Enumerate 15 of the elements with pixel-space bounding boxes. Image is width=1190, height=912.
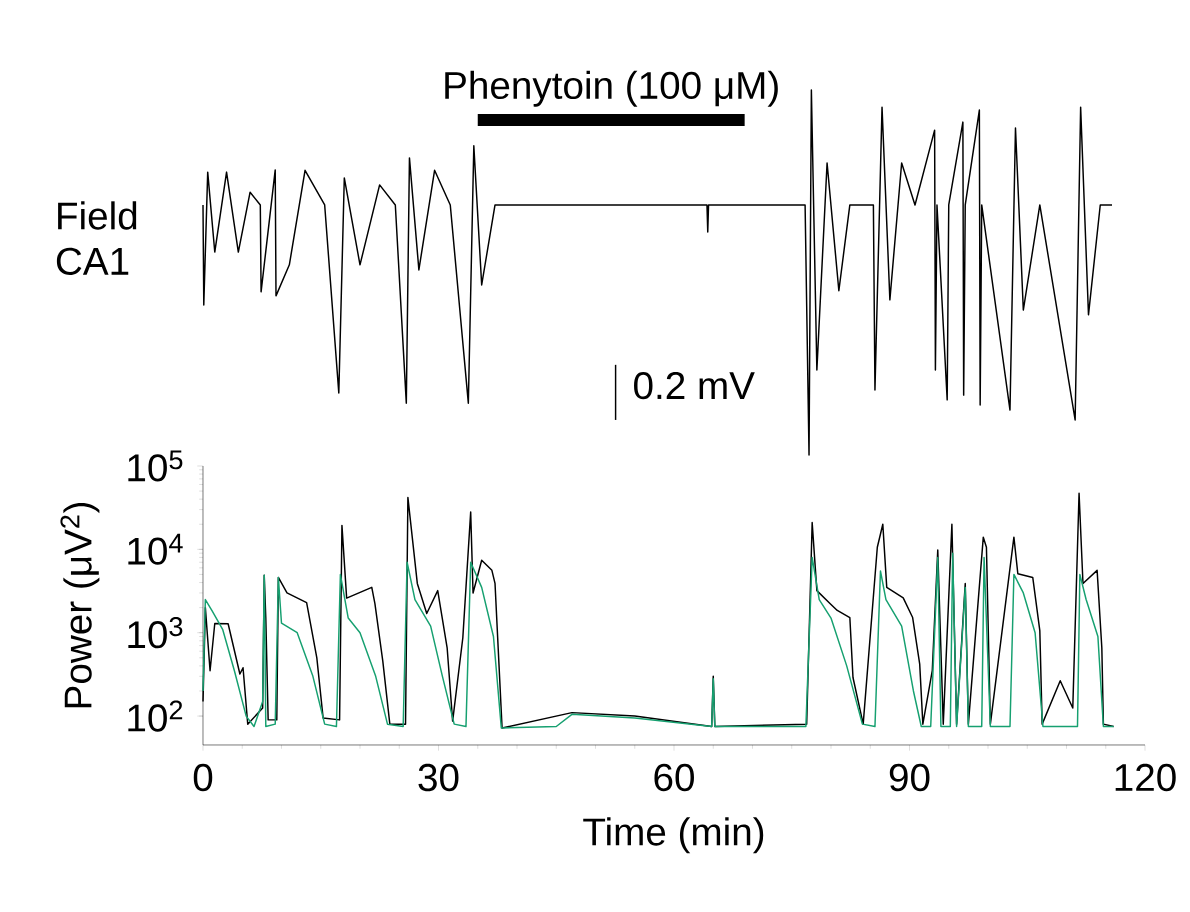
y-tick-label: 10$^{5}$: [128, 450, 183, 482]
y-tick-label: 10$^{4}$: [128, 533, 183, 565]
y-axis-title: Field CA1: [56, 201, 137, 276]
y-tick-label: 10$^{3}$: [128, 617, 183, 649]
annotation: 0.2 mV: [634, 371, 755, 400]
x-tick-label: 0: [193, 763, 213, 792]
x-tick-label: 30: [418, 763, 459, 792]
y-tick-label: 10$^{2}$: [128, 700, 183, 732]
x-tick-label: 120: [1115, 763, 1176, 792]
x-tick-label: 60: [654, 763, 694, 792]
line-series: [202, 552, 1115, 729]
x-axis-title: Time (min): [583, 817, 764, 854]
x-tick-label: 90: [889, 763, 930, 792]
y-axis-title: Power (μV$^{2}$): [60, 502, 100, 708]
series-label: Phenytoin (100 μM): [445, 70, 778, 107]
